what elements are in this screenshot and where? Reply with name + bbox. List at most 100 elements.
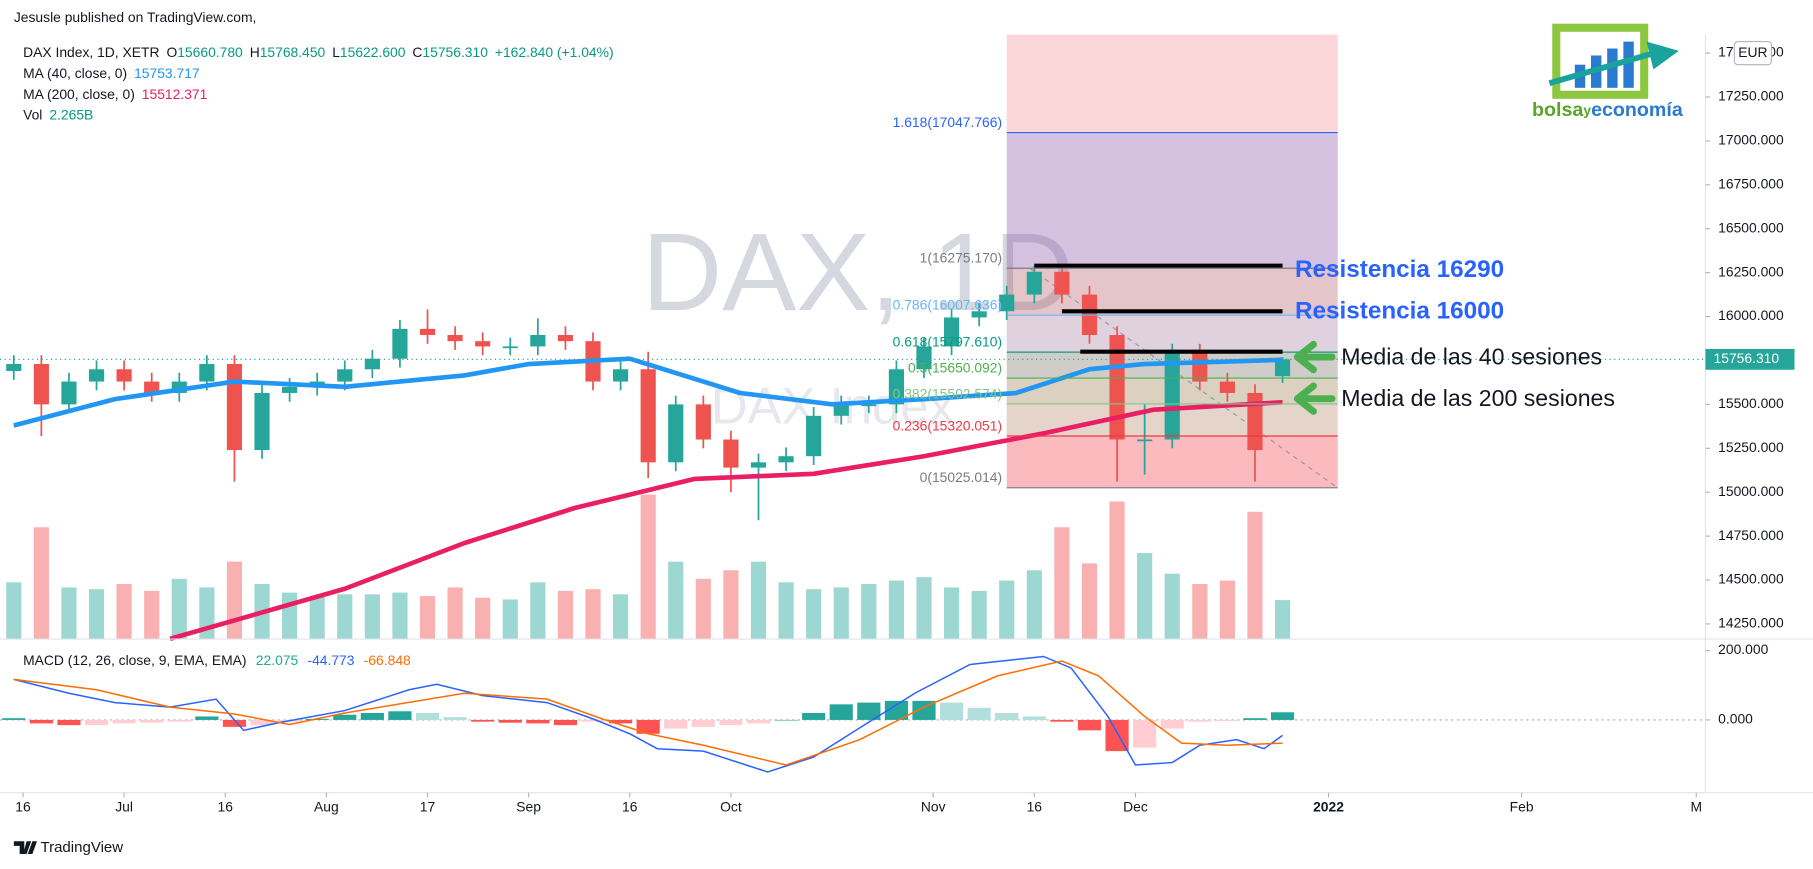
histogram-bar — [774, 719, 798, 721]
histogram-bar — [857, 702, 881, 720]
annotation: Resistencia 16290 — [1295, 256, 1504, 283]
histogram-bar — [1077, 719, 1102, 731]
legend-item: C — [412, 44, 422, 60]
histogram-bar — [140, 719, 164, 723]
x-tick-label: Oct — [720, 798, 742, 814]
histogram-bar — [498, 719, 522, 723]
candle-body — [447, 335, 463, 342]
arrow — [1293, 340, 1336, 374]
moving-average — [169, 399, 1283, 642]
candle-body — [1026, 271, 1042, 295]
histogram-bar — [526, 719, 550, 724]
y-tick-label: 16000.000 — [1718, 307, 1784, 323]
legend-row: MACD (12, 26, close, 9, EMA, EMA) 22.075-… — [23, 652, 411, 668]
volume-bar — [116, 584, 132, 640]
histogram-bar — [471, 719, 495, 722]
volume-bar — [778, 582, 794, 640]
y-tick-label: 0.000 — [1718, 711, 1753, 727]
logo-text: bolsayeconomía — [1532, 99, 1684, 121]
volume-bar — [1247, 511, 1263, 640]
candle-body — [1274, 359, 1291, 377]
y-tick-label: 200.000 — [1718, 641, 1768, 657]
logo-arrow — [1548, 50, 1655, 86]
histogram-bar — [1022, 716, 1046, 720]
fib-label: 0.382(15502.574) — [893, 385, 1002, 401]
candle-body — [88, 369, 105, 382]
volume-bar — [668, 561, 684, 640]
volume-bar — [33, 527, 49, 640]
legend-item: DAX Index, 1D, XETR — [23, 44, 159, 60]
candle-body — [557, 335, 574, 342]
x-tick-label: Sep — [516, 798, 541, 814]
logo: bolsayeconomía — [1532, 23, 1684, 121]
last-price-label: 15756.310 — [1714, 350, 1780, 366]
annotation: Media de las 40 sesiones — [1341, 343, 1602, 369]
candle-body — [1137, 439, 1153, 442]
histogram-bar — [1270, 712, 1295, 720]
logo-part: y — [1583, 102, 1591, 118]
histogram-bar — [719, 719, 743, 726]
watermark: DAX, 1D — [642, 210, 1074, 334]
volume-bar — [171, 578, 187, 640]
candle-body — [723, 439, 739, 468]
candle-body — [1219, 381, 1235, 393]
volume-bar — [695, 578, 711, 640]
histogram-bar — [250, 719, 274, 726]
legend-item: 22.075 — [256, 652, 299, 668]
logo-frame — [1552, 23, 1649, 99]
y-tick-label: 17000.000 — [1718, 132, 1784, 148]
candle-body — [943, 317, 960, 347]
histogram-bar — [553, 719, 578, 726]
histogram-bar — [1188, 719, 1212, 722]
histogram-bar — [912, 700, 936, 720]
candle-body — [668, 404, 684, 463]
histogram-bar — [167, 719, 191, 722]
x-tick-label: Aug — [314, 798, 339, 814]
volume-bar — [999, 580, 1015, 640]
currency: EUR — [1738, 44, 1767, 60]
histogram-bar — [1243, 718, 1267, 720]
candle-body — [33, 363, 49, 405]
histogram-bar — [884, 700, 908, 720]
candle-body — [1109, 335, 1125, 440]
legend-item: 2.265B — [49, 106, 93, 122]
x-tick-label: 16 — [1027, 798, 1043, 814]
legend-item: -44.773 — [307, 652, 354, 668]
volume-bar — [750, 561, 767, 640]
candle-body — [1164, 352, 1180, 440]
legend-item: Vol — [23, 106, 42, 122]
x-tick-label: Nov — [921, 798, 946, 814]
candle-body — [502, 346, 518, 349]
candle-body — [861, 404, 877, 407]
histogram-bar — [333, 714, 357, 720]
histogram-bar — [581, 719, 605, 722]
candle-body — [999, 294, 1015, 312]
volume-bar — [1054, 527, 1070, 640]
legend-row: DAX Index, 1D, XETR O15660.780 H15768.450 L… — [23, 44, 613, 60]
footer: TradingView — [13, 839, 123, 856]
candle-body — [392, 328, 408, 359]
volume-bar — [1109, 501, 1125, 640]
histogram-bar — [967, 707, 991, 720]
footer-brand: TradingView — [40, 839, 123, 856]
volume-bar — [392, 592, 408, 640]
moving-average — [13, 356, 1283, 428]
volume-bar — [447, 587, 463, 640]
histogram-bar — [84, 719, 109, 726]
candle-body — [613, 369, 629, 382]
histogram-bar — [995, 712, 1019, 720]
volume-bar — [723, 570, 739, 640]
candle-body — [806, 415, 822, 457]
histogram-bar — [360, 712, 384, 720]
candle-body — [1192, 352, 1208, 382]
volume-bar — [364, 594, 380, 640]
legend-item: MA (200, close, 0) — [23, 85, 135, 101]
logo-bar — [1623, 41, 1634, 88]
histogram-bar — [1160, 719, 1184, 729]
legend-item: MA (40, close, 0) — [23, 65, 127, 81]
volume-bar — [585, 589, 601, 640]
candle-body — [971, 311, 987, 318]
